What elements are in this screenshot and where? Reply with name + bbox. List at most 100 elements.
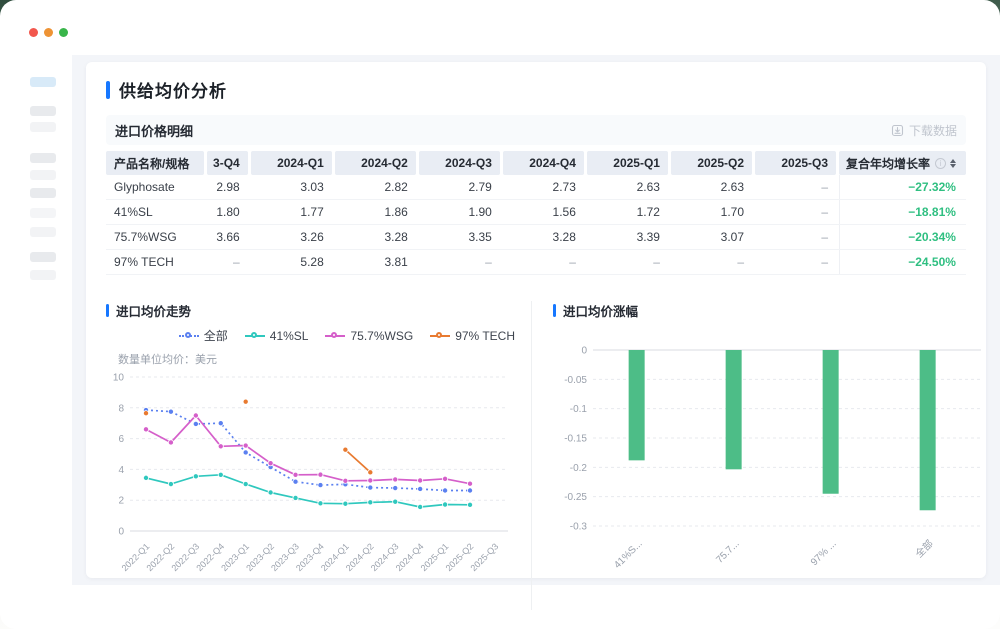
column-header: 产品名称/规格 [106,151,204,175]
legend-item[interactable]: 41%SL [244,328,309,343]
table-row: 97% TECH –5.28 3.81– – – – – −24.50% [106,250,966,275]
trend-chart-title: 进口均价走势 [116,305,192,319]
legend-item[interactable]: 全部 [178,327,228,344]
svg-text:75.7...: 75.7... [714,538,741,565]
column-header: 2025-Q1 [586,151,668,175]
legend-label: 75.7%WSG [350,328,414,343]
price-cell: 3.28 [552,230,576,244]
price-cell: 1.77 [300,205,324,219]
charts-row: 进口均价走势 全部 41%SL 75.7%WSG 97% TECH 数量单位均价：美元… [106,301,981,610]
download-label: 下载数据 [908,123,957,138]
table-row: 75.7%WSG 3.66 3.26 3.28 3.35 3.28 3.39 3.07 – −20… [106,225,966,250]
price-cell: – [485,255,492,269]
svg-text:2: 2 [118,496,124,507]
price-cell: 3.81 [384,255,408,269]
table-row: 41%SL 1.80 1.77 1.86 1.90 1.56 1.72 1.70 – −18.81… [106,200,966,225]
price-cell: 3.66 [216,230,240,244]
sidebar-menu-item[interactable] [30,170,56,180]
sidebar-menu-item[interactable] [30,188,56,198]
column-header: 2024-Q4 [502,151,584,175]
column-header: 3-Q4 [206,151,248,175]
svg-text:4: 4 [118,465,124,476]
sort-icon[interactable] [949,158,956,168]
svg-text:-0.1: -0.1 [570,404,588,415]
maximize-window-icon[interactable] [59,28,68,37]
analysis-card: 供给均价分析 进口价格明细 下载数据 产品名称/规格 3-Q4 2024-Q1 202… [86,62,986,610]
change-chart-header: 进口均价涨幅 [553,301,985,320]
page-title: 供给均价分析 [119,82,227,101]
legend-label: 41%SL [269,328,309,343]
sidebar-menu-item[interactable] [30,106,56,116]
price-cell: 1.90 [468,205,492,219]
table-section-title: 进口价格明细 [115,123,194,139]
price-cell: – [821,205,829,219]
svg-text:-0.15: -0.15 [564,434,587,445]
legend-item[interactable]: 75.7%WSG [325,329,413,343]
price-cell: 3.26 [300,230,324,244]
table-section-header: 进口价格明细 下载数据 [106,115,966,145]
table-body: Glyphosate 2.98 3.03 2.82 2.79 2.73 2.63 2.63– −… [106,175,966,275]
svg-text:全部: 全部 [912,537,935,560]
sidebar-menu-item[interactable] [30,77,56,87]
trend-chart-header: 进口均价走势 [106,301,515,320]
price-cell: – [653,255,660,269]
close-window-icon[interactable] [29,28,38,37]
cagr-cell: −27.32% [839,175,966,199]
product-name-cell: 97% TECH [114,255,174,269]
column-header[interactable]: 复合年均增长率 i [839,151,966,175]
legend-marker-icon [178,331,199,340]
column-header: 2025-Q3 [755,151,837,175]
cagr-cell: −24.50% [839,250,966,274]
svg-text:-0.3: -0.3 [570,522,588,533]
sidebar-menu-item[interactable] [30,153,56,163]
trend-legend: 全部 41%SL 75.7%WSG 97% TECH [106,327,515,344]
price-cell: 2.98 [216,180,240,194]
column-header: 2025-Q2 [670,151,753,175]
svg-text:97% ...: 97% ... [809,538,839,568]
title-accent-bar [106,80,110,99]
cagr-cell: −20.34% [839,225,966,249]
price-cell: 1.70 [720,205,744,219]
trend-line-chart[interactable]: 02468102022-Q12022-Q22022-Q32022-Q42023-… [106,367,516,605]
svg-text:0: 0 [118,527,124,538]
svg-text:0: 0 [581,346,587,357]
change-chart-panel: 进口均价涨幅 0 -0.05 -0.1 -0.15 -0.2 -0.25 -0.3 41%S.… [553,301,985,610]
minimize-window-icon[interactable] [44,28,53,37]
page-header: 供给均价分析 [106,77,966,102]
window-controls [29,28,68,37]
sidebar-menu-item[interactable] [30,227,56,237]
sidebar-menu-item[interactable] [30,122,56,132]
price-cell: 2.63 [636,180,660,194]
price-cell: 2.79 [468,180,492,194]
price-cell: – [821,255,829,269]
legend-marker-icon [325,331,346,340]
price-cell: 3.28 [384,230,408,244]
legend-marker-icon [244,331,265,340]
change-bar-chart[interactable]: 0 -0.05 -0.1 -0.15 -0.2 -0.25 -0.3 41%S... 75.7.… [553,330,985,588]
price-cell: – [233,255,240,269]
trend-chart-panel: 进口均价走势 全部 41%SL 75.7%WSG 97% TECH 数量单位均价：美元… [106,301,532,610]
price-cell: 3.39 [636,230,660,244]
price-cell: – [737,255,744,269]
download-data-button[interactable]: 下载数据 [891,122,957,139]
price-cell: – [569,255,576,269]
price-cell: 3.07 [720,230,744,244]
price-cell: 1.72 [636,205,660,219]
sidebar-menu-item[interactable] [30,252,56,262]
column-header: 2024-Q3 [418,151,500,175]
svg-text:-0.2: -0.2 [570,463,588,474]
sidebar-menu-item[interactable] [30,208,56,218]
product-name-cell: Glyphosate [114,180,175,194]
svg-text:-0.25: -0.25 [564,492,587,503]
price-cell: 1.56 [552,205,576,219]
price-cell: – [821,230,829,244]
sidebar-menu-item[interactable] [30,270,56,280]
legend-marker-icon [430,331,451,340]
legend-item[interactable]: 97% TECH [430,329,515,343]
svg-text:10: 10 [113,373,125,384]
info-icon[interactable]: i [934,157,946,169]
price-cell: 5.28 [300,255,324,269]
price-cell: 3.03 [300,180,324,194]
svg-text:8: 8 [118,403,124,414]
